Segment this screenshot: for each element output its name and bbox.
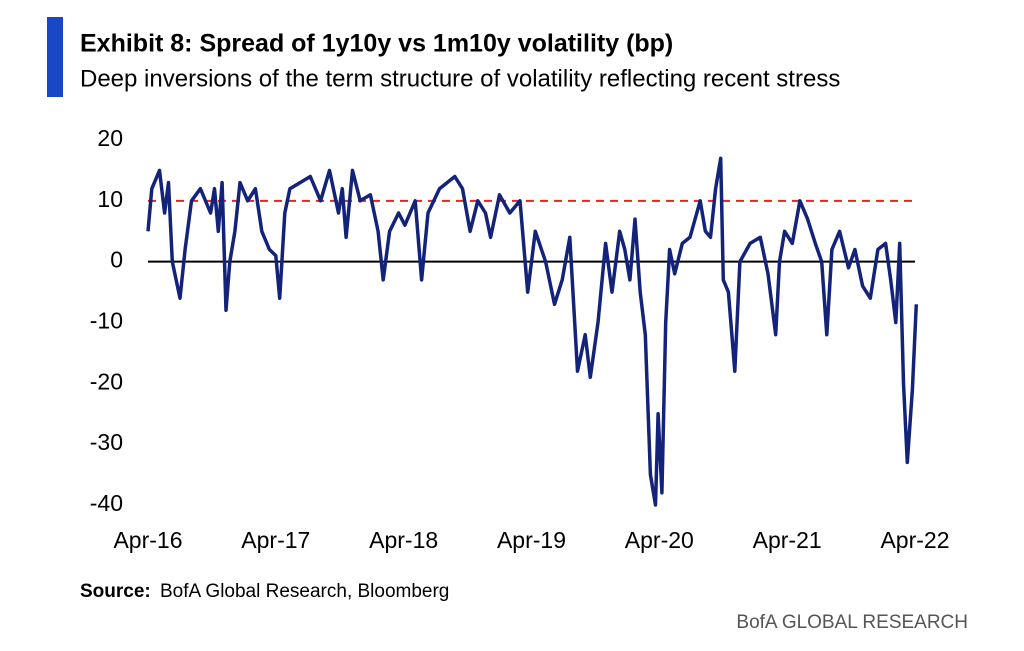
x-tick-label: Apr-20 <box>625 527 694 553</box>
chart-subtitle: Deep inversions of the term structure of… <box>80 65 840 92</box>
y-tick-label: -10 <box>90 308 123 334</box>
y-tick-label: -20 <box>90 368 123 394</box>
y-tick-label: 0 <box>110 247 123 273</box>
source: BofA Global Research, Bloomberg <box>160 581 449 602</box>
x-tick-label: Apr-22 <box>880 527 949 553</box>
source-label: Source: <box>80 581 151 602</box>
x-tick-label: Apr-18 <box>369 527 438 553</box>
y-tick-label: 10 <box>97 186 123 212</box>
x-tick-label: Apr-19 <box>497 527 566 553</box>
brand: BofA GLOBAL RESEARCH <box>736 612 968 633</box>
data-line <box>146 156 919 507</box>
y-tick-label: -40 <box>90 490 123 516</box>
chart-title: Exhibit 8: Spread of 1y10y vs 1m10y vola… <box>80 30 673 58</box>
x-tick-label: Apr-21 <box>753 527 822 553</box>
title-accent <box>47 17 63 97</box>
x-tick-label: Apr-16 <box>113 527 182 553</box>
y-tick-label: 20 <box>97 125 123 151</box>
x-tick-label: Apr-17 <box>241 527 310 553</box>
y-tick-label: -30 <box>90 429 123 455</box>
